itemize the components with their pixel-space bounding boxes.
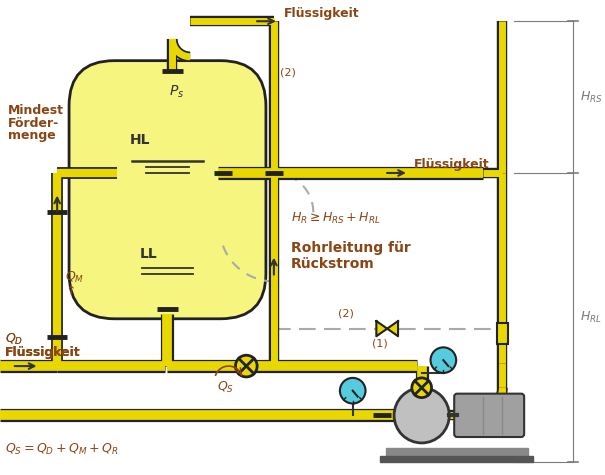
Text: Mindest: Mindest: [8, 104, 64, 117]
Text: (1): (1): [373, 338, 388, 348]
Text: $H_{RL}$: $H_{RL}$: [580, 310, 602, 325]
Text: (2): (2): [280, 67, 296, 77]
Polygon shape: [376, 321, 387, 336]
Text: menge: menge: [8, 130, 56, 142]
Circle shape: [235, 355, 257, 377]
Text: Rückstrom: Rückstrom: [290, 256, 374, 271]
Circle shape: [340, 378, 365, 404]
Text: Flüssigkeit: Flüssigkeit: [284, 7, 359, 20]
Text: $H_{RS}$: $H_{RS}$: [580, 90, 603, 104]
Polygon shape: [386, 448, 528, 456]
Bar: [497, 323, 508, 344]
Text: Flüssigkeit: Flüssigkeit: [414, 158, 489, 171]
Text: $Q_S = Q_D + Q_M + Q_R$: $Q_S = Q_D + Q_M + Q_R$: [5, 442, 119, 457]
Text: (3): (3): [463, 408, 479, 418]
Text: $H_R \geq H_{RS} + H_{RL}$: $H_R \geq H_{RS} + H_{RL}$: [290, 211, 381, 226]
Text: ↑: ↑: [65, 285, 76, 298]
Text: Flüssigkeit: Flüssigkeit: [5, 346, 80, 359]
Polygon shape: [387, 321, 398, 336]
Circle shape: [431, 347, 456, 373]
FancyBboxPatch shape: [454, 394, 524, 437]
Text: $Q_M$: $Q_M$: [65, 270, 84, 285]
Text: (2): (2): [338, 309, 354, 319]
Circle shape: [412, 378, 431, 398]
FancyBboxPatch shape: [69, 61, 266, 319]
Circle shape: [394, 388, 450, 443]
Text: $Q_R$: $Q_R$: [439, 350, 456, 365]
Text: Förder-: Förder-: [8, 117, 59, 130]
Text: Rohrleitung für: Rohrleitung für: [290, 241, 410, 255]
Text: $Q_S$: $Q_S$: [217, 380, 234, 395]
Text: LL: LL: [140, 247, 158, 261]
Text: $Q_D$: $Q_D$: [5, 332, 23, 347]
Text: $P_s$: $P_s$: [169, 83, 185, 100]
Text: $Q_D$: $Q_D$: [5, 332, 23, 347]
Text: Flüssigkeit: Flüssigkeit: [5, 346, 80, 359]
Text: HL: HL: [130, 133, 151, 147]
Polygon shape: [381, 456, 533, 462]
